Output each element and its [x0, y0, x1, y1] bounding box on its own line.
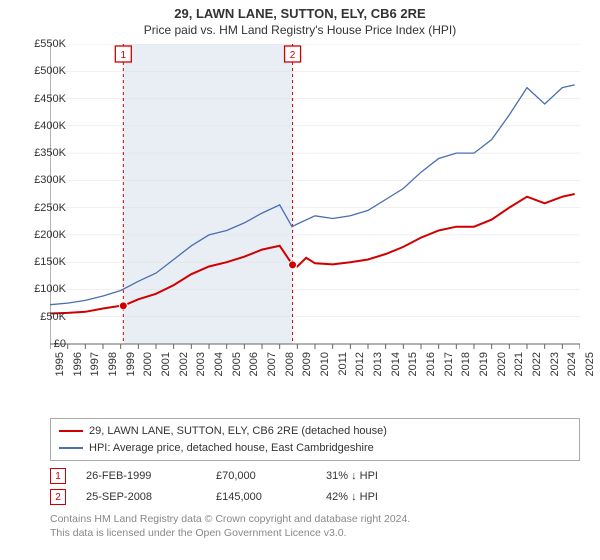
legend-item-hpi: HPI: Average price, detached house, East…	[59, 440, 571, 457]
x-axis-label: 2021	[513, 352, 525, 376]
footnote: Contains HM Land Registry data © Crown c…	[50, 512, 580, 540]
x-axis-label: 2025	[584, 352, 596, 376]
page-subtitle: Price paid vs. HM Land Registry's House …	[0, 23, 600, 37]
price-chart: 12	[50, 44, 580, 374]
x-axis-label: 2023	[549, 352, 561, 376]
y-axis-label: £0	[18, 338, 66, 350]
x-axis-label: 2018	[460, 352, 472, 376]
legend-label: HPI: Average price, detached house, East…	[89, 440, 374, 457]
y-axis-label: £400K	[18, 120, 66, 132]
sale-date: 26-FEB-1999	[86, 466, 196, 487]
sale-row: 2 25-SEP-2008 £145,000 42% ↓ HPI	[50, 487, 580, 508]
sale-badge: 2	[50, 489, 66, 505]
sale-date: 25-SEP-2008	[86, 487, 196, 508]
legend-swatch	[59, 430, 83, 432]
svg-text:2: 2	[290, 50, 296, 61]
x-axis-label: 2001	[160, 352, 172, 376]
x-axis-label: 1996	[72, 352, 84, 376]
y-axis-label: £250K	[18, 202, 66, 214]
x-axis-label: 2014	[390, 352, 402, 376]
footnote-line: Contains HM Land Registry data © Crown c…	[50, 512, 580, 526]
x-axis-label: 1998	[107, 352, 119, 376]
x-axis-label: 2008	[284, 352, 296, 376]
sale-price: £70,000	[216, 466, 306, 487]
sale-hpi: 42% ↓ HPI	[326, 487, 436, 508]
x-axis-label: 1997	[89, 352, 101, 376]
y-axis-label: £350K	[18, 147, 66, 159]
legend-item-property: 29, LAWN LANE, SUTTON, ELY, CB6 2RE (det…	[59, 423, 571, 440]
x-axis-label: 1999	[125, 352, 137, 376]
y-axis-label: £100K	[18, 283, 66, 295]
x-axis-label: 2004	[213, 352, 225, 376]
x-axis-label: 2020	[496, 352, 508, 376]
sale-row: 1 26-FEB-1999 £70,000 31% ↓ HPI	[50, 466, 580, 487]
x-axis-label: 2003	[195, 352, 207, 376]
sale-hpi: 31% ↓ HPI	[326, 466, 436, 487]
x-axis-label: 2012	[354, 352, 366, 376]
x-axis-label: 2005	[231, 352, 243, 376]
x-axis-label: 2013	[372, 352, 384, 376]
legend-swatch	[59, 447, 83, 449]
sale-badge: 1	[50, 468, 66, 484]
y-axis-label: £150K	[18, 256, 66, 268]
x-axis-label: 2006	[248, 352, 260, 376]
x-axis-label: 2019	[478, 352, 490, 376]
footnote-line: This data is licensed under the Open Gov…	[50, 526, 580, 540]
y-axis-label: £200K	[18, 229, 66, 241]
y-axis-label: £50K	[18, 311, 66, 323]
y-axis-label: £550K	[18, 38, 66, 50]
x-axis-label: 1995	[54, 352, 66, 376]
x-axis-label: 2002	[178, 352, 190, 376]
legend: 29, LAWN LANE, SUTTON, ELY, CB6 2RE (det…	[50, 418, 580, 461]
sale-price: £145,000	[216, 487, 306, 508]
x-axis-label: 2022	[531, 352, 543, 376]
x-axis-label: 2017	[443, 352, 455, 376]
y-axis-label: £300K	[18, 174, 66, 186]
page-title: 29, LAWN LANE, SUTTON, ELY, CB6 2RE	[0, 6, 600, 21]
x-axis-label: 2015	[407, 352, 419, 376]
x-axis-label: 2009	[301, 352, 313, 376]
x-axis-label: 2000	[142, 352, 154, 376]
y-axis-label: £450K	[18, 93, 66, 105]
x-axis-label: 2011	[337, 352, 349, 376]
x-axis-label: 2016	[425, 352, 437, 376]
x-axis-label: 2024	[566, 352, 578, 376]
sales-list: 1 26-FEB-1999 £70,000 31% ↓ HPI 2 25-SEP…	[50, 460, 580, 508]
legend-label: 29, LAWN LANE, SUTTON, ELY, CB6 2RE (det…	[89, 423, 387, 440]
y-axis-label: £500K	[18, 65, 66, 77]
x-axis-label: 2010	[319, 352, 331, 376]
svg-text:1: 1	[121, 50, 127, 61]
x-axis-label: 2007	[266, 352, 278, 376]
